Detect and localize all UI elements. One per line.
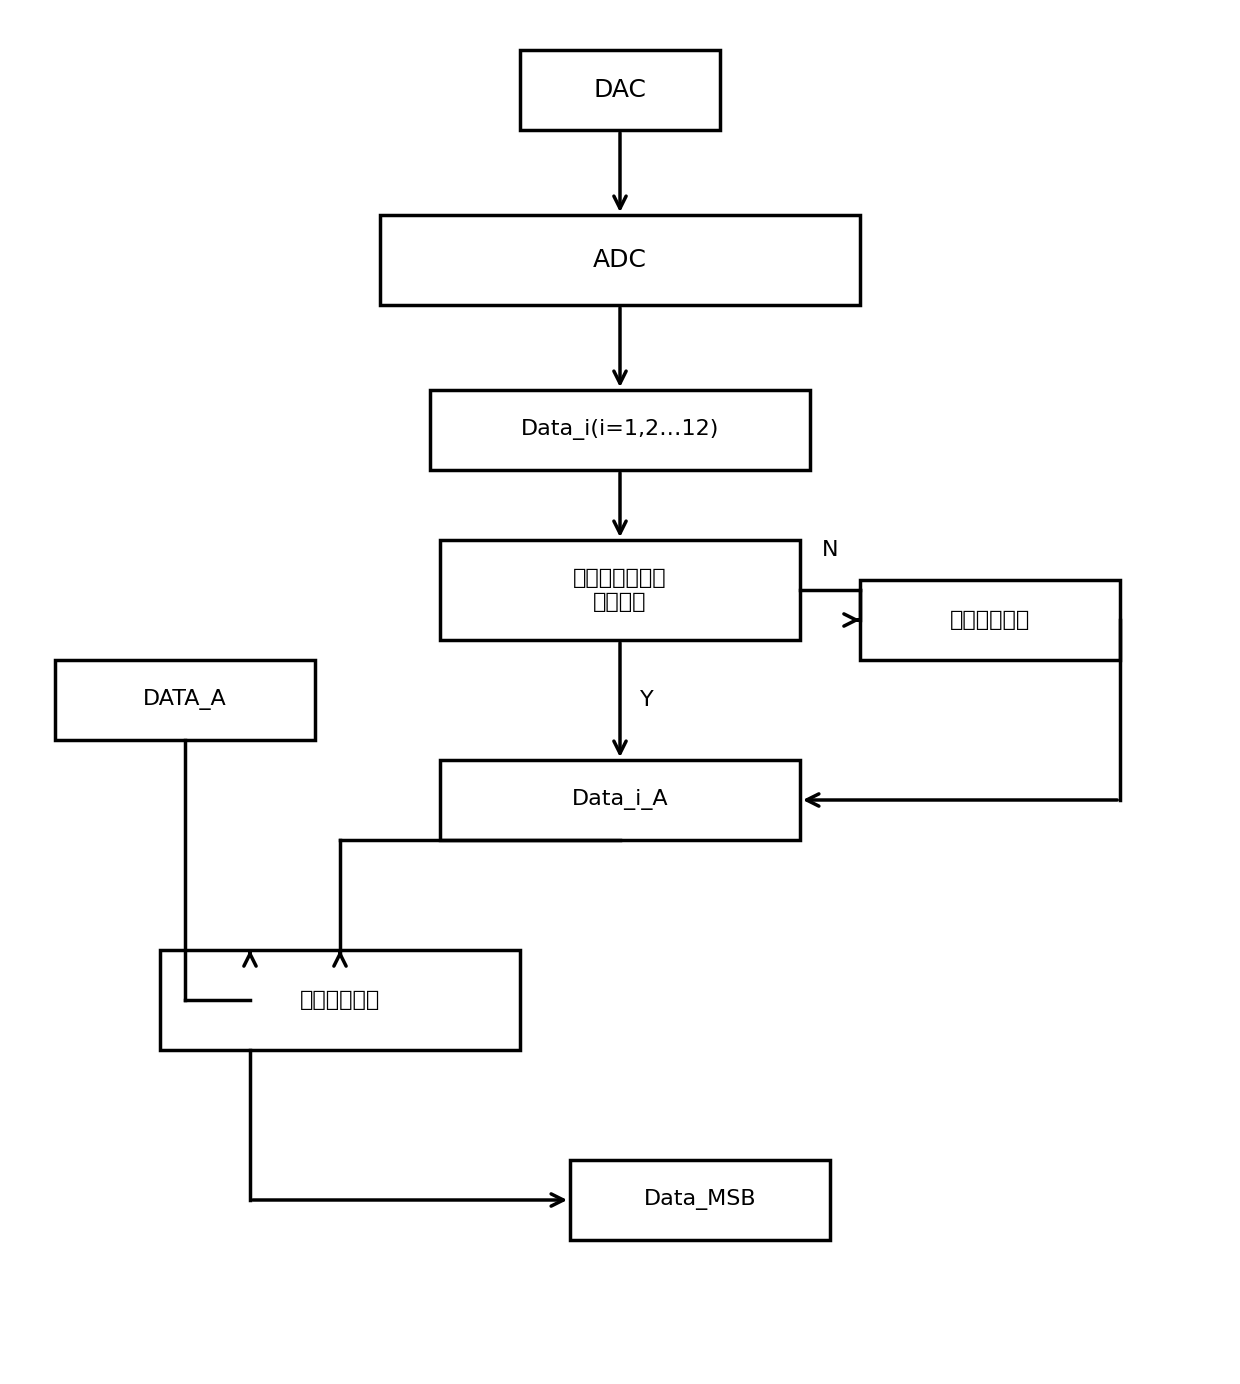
Text: DAC: DAC: [594, 78, 646, 102]
Bar: [520, 50, 720, 130]
Text: Y: Y: [640, 691, 653, 710]
Text: Data_i_A: Data_i_A: [572, 789, 668, 811]
Text: 判断是否为温度
计码输出: 判断是否为温度 计码输出: [573, 569, 667, 612]
Bar: [160, 949, 520, 1050]
Text: 逻辑比较模块: 逻辑比较模块: [300, 990, 381, 1010]
Bar: [570, 1160, 830, 1240]
Bar: [55, 660, 315, 740]
Bar: [430, 390, 810, 471]
Bar: [440, 540, 800, 639]
Bar: [440, 760, 800, 840]
Text: N: N: [822, 540, 838, 561]
Text: ADC: ADC: [593, 248, 647, 273]
Bar: [861, 580, 1120, 660]
Text: 左移逻辑模块: 左移逻辑模块: [950, 610, 1030, 630]
Text: Data_MSB: Data_MSB: [644, 1189, 756, 1211]
Bar: [379, 215, 861, 304]
Text: DATA_A: DATA_A: [143, 689, 227, 710]
Text: Data_i(i=1,2…12): Data_i(i=1,2…12): [521, 419, 719, 440]
